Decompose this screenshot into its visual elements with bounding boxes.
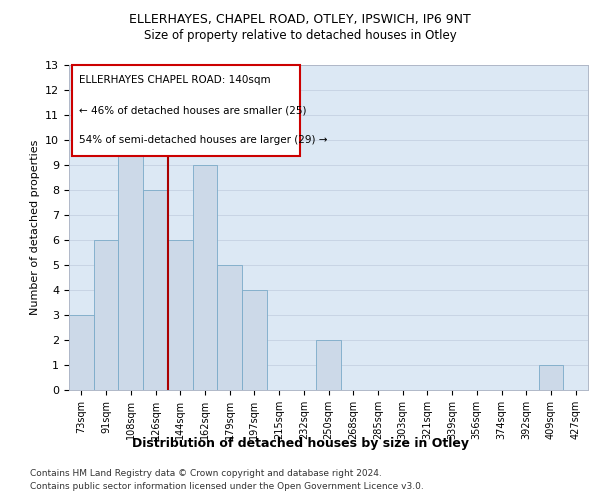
Bar — [168, 240, 193, 390]
Text: Distribution of detached houses by size in Otley: Distribution of detached houses by size … — [131, 438, 469, 450]
Bar — [316, 340, 341, 390]
Y-axis label: Number of detached properties: Number of detached properties — [29, 140, 40, 315]
Text: ← 46% of detached houses are smaller (25): ← 46% of detached houses are smaller (25… — [79, 105, 307, 115]
Bar — [217, 265, 242, 390]
Bar — [242, 290, 267, 390]
FancyBboxPatch shape — [71, 65, 300, 156]
Text: ELLERHAYES CHAPEL ROAD: 140sqm: ELLERHAYES CHAPEL ROAD: 140sqm — [79, 74, 271, 85]
Bar — [118, 115, 143, 390]
Bar — [94, 240, 118, 390]
Bar — [143, 190, 168, 390]
Bar — [539, 365, 563, 390]
Text: 54% of semi-detached houses are larger (29) →: 54% of semi-detached houses are larger (… — [79, 136, 328, 145]
Text: Contains HM Land Registry data © Crown copyright and database right 2024.: Contains HM Land Registry data © Crown c… — [30, 469, 382, 478]
Text: Size of property relative to detached houses in Otley: Size of property relative to detached ho… — [143, 29, 457, 42]
Bar — [193, 165, 217, 390]
Text: ELLERHAYES, CHAPEL ROAD, OTLEY, IPSWICH, IP6 9NT: ELLERHAYES, CHAPEL ROAD, OTLEY, IPSWICH,… — [129, 12, 471, 26]
Text: Contains public sector information licensed under the Open Government Licence v3: Contains public sector information licen… — [30, 482, 424, 491]
Bar — [69, 315, 94, 390]
